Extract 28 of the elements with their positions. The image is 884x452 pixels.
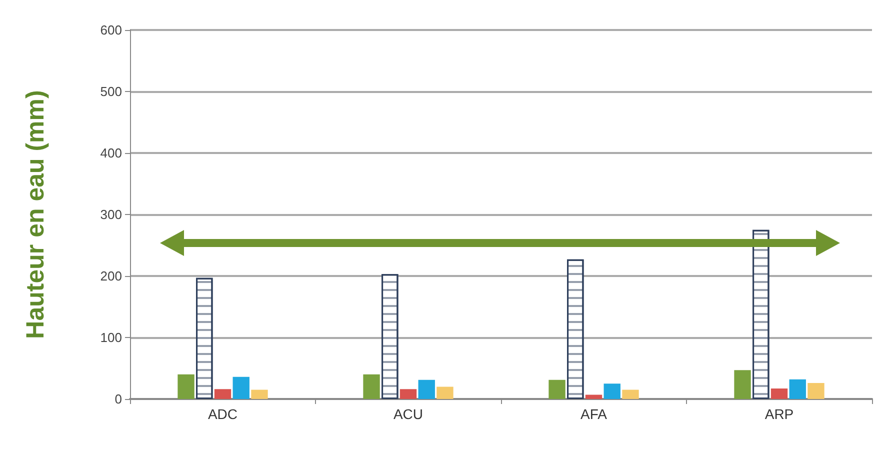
y-tick-label: 600: [100, 22, 122, 38]
bar: [734, 370, 751, 399]
y-tick-label: 200: [100, 268, 122, 284]
x-tick-label: ACU: [393, 406, 424, 422]
x-tick-label: ARP: [764, 406, 794, 422]
bar: [214, 389, 232, 399]
bar: [604, 384, 620, 399]
bar: [585, 394, 602, 399]
y-tick-label: 0: [114, 392, 122, 406]
y-tick-label: 300: [100, 207, 122, 222]
bar: [622, 390, 639, 399]
y-tick-label: 400: [100, 146, 122, 160]
bar: [251, 390, 268, 399]
bar: [232, 376, 250, 399]
bar: [808, 383, 824, 399]
bar: [363, 374, 380, 399]
bar: [436, 386, 454, 399]
y-tick-label: 100: [100, 330, 122, 345]
bar: [548, 380, 566, 399]
y-axis-title: Hauteur en eau (mm): [22, 90, 50, 339]
x-tick-label: AFA: [580, 406, 608, 422]
bar: [400, 389, 417, 399]
bar: [789, 379, 806, 399]
bar: [418, 380, 435, 399]
y-tick-label: 500: [100, 84, 122, 99]
bar: [178, 374, 194, 399]
x-tick-label: ADC: [208, 406, 238, 422]
bar: [770, 388, 788, 399]
